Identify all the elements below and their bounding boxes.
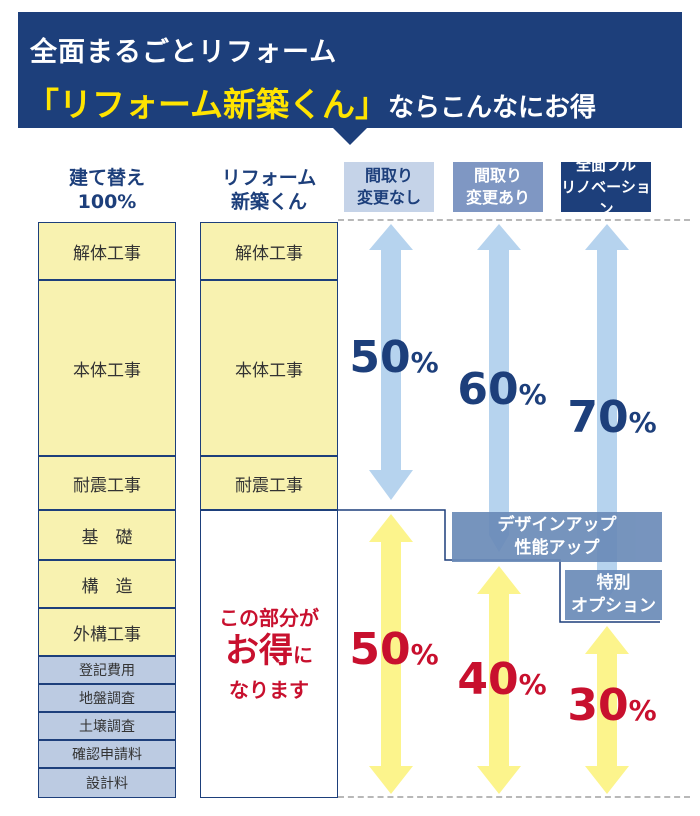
- rebuild-item: 外構工事: [38, 608, 176, 656]
- top-guide-line: [338, 219, 690, 221]
- special-option-box: 特別 オプション: [565, 570, 662, 620]
- header-rest: ならこんなにお得: [388, 93, 597, 123]
- rebuild-item: 耐震工事: [38, 456, 176, 510]
- cost-arrow-1: [369, 224, 413, 500]
- rebuild-item: 確認申請料: [38, 740, 176, 768]
- cost-percent-1: 50%: [349, 332, 439, 383]
- savings-note-line2: お得に: [225, 631, 313, 677]
- saving-arrow-3: [585, 626, 629, 794]
- reform-item: 解体工事: [200, 222, 338, 280]
- cost-percent-2: 60%: [457, 364, 547, 415]
- cost-arrow-3: [585, 224, 629, 600]
- cost-percent-3: 70%: [567, 392, 657, 443]
- header-title-line1: 全面まるごとリフォーム: [30, 37, 338, 68]
- savings-note-small: に: [293, 643, 313, 667]
- savings-note-line3: なります: [229, 678, 309, 702]
- cost-arrow-2: [477, 224, 521, 552]
- header-highlight: 「リフォーム新築くん」: [26, 85, 389, 124]
- rebuild-column-head: 建て替え 100%: [68, 167, 145, 213]
- rebuild-item: 登記費用: [38, 656, 176, 684]
- savings-area: この部分が お得に なります: [200, 510, 338, 798]
- rebuild-item: 基 礎: [38, 510, 176, 560]
- header-title-line2: 「リフォーム新築くん」ならこんなにお得: [26, 78, 596, 126]
- header-banner: 全面まるごとリフォーム 「リフォーム新築くん」ならこんなにお得: [18, 12, 682, 128]
- savings-note-line1: この部分が: [219, 606, 319, 630]
- reform-column-head: リフォーム 新築くん: [221, 167, 317, 213]
- rebuild-item: 構 造: [38, 560, 176, 608]
- design-upgrade-box: デザインアップ 性能アップ: [452, 512, 662, 562]
- tag-no-layout-change: 間取り 変更なし: [344, 162, 434, 212]
- rebuild-item: 土壌調査: [38, 712, 176, 740]
- saving-percent-2: 40%: [457, 654, 547, 705]
- tag-layout-change: 間取り 変更あり: [453, 162, 543, 212]
- bottom-guide-line: [338, 796, 690, 798]
- saving-percent-1: 50%: [349, 624, 439, 675]
- reform-item: 本体工事: [200, 280, 338, 456]
- rebuild-item: 本体工事: [38, 280, 176, 456]
- rebuild-item: 設計料: [38, 768, 176, 798]
- rebuild-item: 解体工事: [38, 222, 176, 280]
- saving-percent-3: 30%: [567, 680, 657, 731]
- header-pointer: [332, 127, 368, 145]
- saving-arrow-1: [369, 514, 413, 794]
- rebuild-item: 地盤調査: [38, 684, 176, 712]
- reform-item: 耐震工事: [200, 456, 338, 510]
- savings-note-big: お得: [225, 631, 293, 671]
- saving-arrow-2: [477, 566, 521, 794]
